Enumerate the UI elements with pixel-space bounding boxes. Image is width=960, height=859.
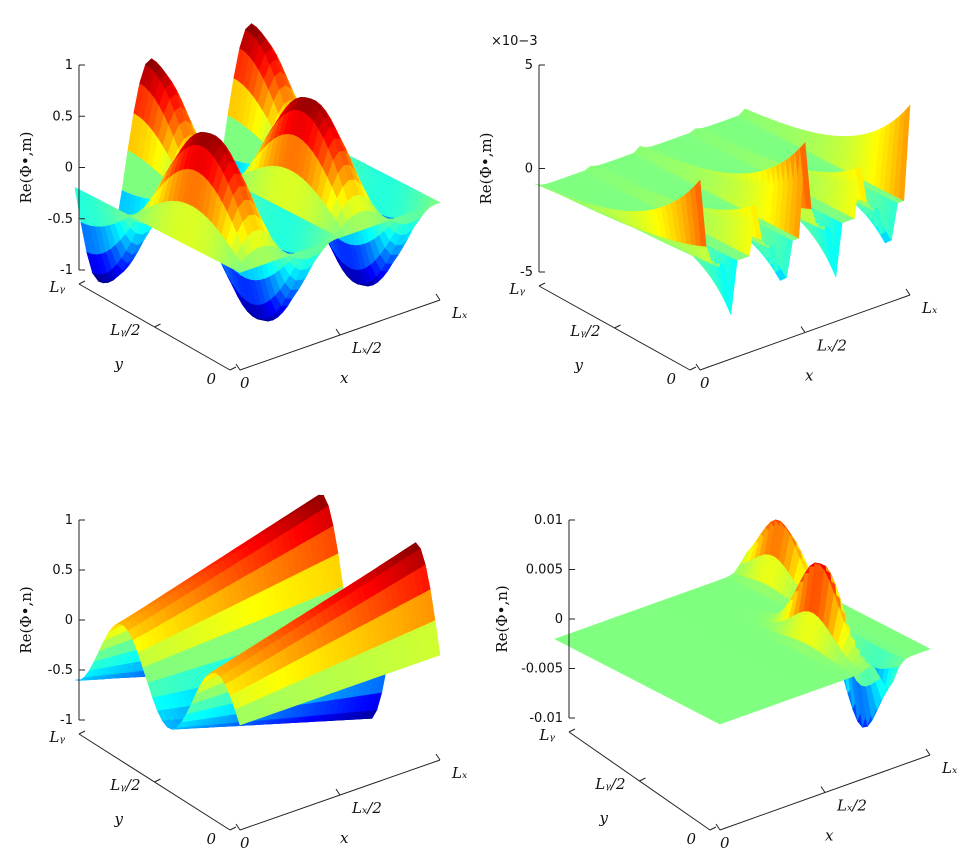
y-axis-label: y	[599, 809, 609, 827]
z-axis-label: Re(Φ•,m)	[477, 132, 495, 204]
z-tick-label: 0	[65, 161, 73, 176]
surface-3	[74, 494, 441, 730]
z-axis-label: Re(Φ•,n)	[17, 586, 35, 653]
z-tick-label: -1	[60, 713, 73, 728]
x-tick-mark	[335, 788, 341, 796]
y-tick-label: 0	[686, 830, 696, 848]
x-tick-mark	[235, 363, 241, 371]
y-tick-mark	[689, 366, 697, 371]
x-axis-label: x	[825, 827, 834, 845]
x-tick-label: Lₓ	[451, 764, 468, 782]
y-axis-label: y	[114, 355, 124, 373]
x-axis-label: x	[805, 367, 814, 385]
y-tick-label: 0	[206, 370, 216, 388]
y-tick-mark	[154, 323, 161, 328]
x-tick-label: 0	[240, 374, 250, 392]
y-tick-label: Lᵧ/2	[569, 322, 600, 340]
x-tick-label: Lₓ	[451, 304, 468, 322]
x-axis-label: x	[340, 369, 349, 387]
y-tick-mark	[229, 366, 237, 371]
y-tick-mark	[568, 728, 576, 733]
y-tick-label: 0	[206, 830, 216, 848]
z-tick-label: -0.01	[529, 711, 563, 726]
x-tick-mark	[925, 748, 931, 756]
chart-panel-3: 1 0.5 0 -0.5 -1 Re(Φ•,n) Lᵧ Lᵧ/2 0 y 0 Lₓ/2 Lₓ x	[17, 494, 468, 852]
y-tick-label: Lᵧ/2	[109, 321, 140, 339]
y-tick-mark	[154, 778, 161, 783]
z-tick-label: 0.5	[52, 109, 73, 124]
z-tick-label: 0	[555, 612, 563, 627]
z-tick-label: -1	[60, 263, 73, 278]
x-tick-label: Lₓ/2	[351, 339, 382, 357]
x-tick-mark	[800, 326, 806, 333]
y-tick-label: Lᵧ	[538, 726, 555, 744]
y-tick-mark	[78, 730, 86, 735]
y-tick-label: Lᵧ	[508, 280, 525, 298]
y-tick-label: Lᵧ	[48, 278, 65, 296]
y-tick-label: 0	[666, 370, 676, 388]
y-tick-mark	[709, 826, 717, 831]
z-tick-label: 5	[525, 58, 533, 73]
x-tick-label: Lₓ/2	[816, 337, 847, 355]
y-tick-mark	[614, 324, 621, 329]
z-exponent-label: ×10−3	[491, 34, 538, 49]
z-tick-label: 0	[525, 162, 533, 177]
x-tick-label: Lₓ	[941, 759, 958, 777]
surface-2	[534, 104, 911, 316]
z-tick-label: 0.5	[52, 563, 73, 578]
x-axis-label: x	[340, 829, 349, 847]
x-tick-label: Lₓ/2	[836, 797, 867, 815]
z-tick-label: -0.5	[48, 663, 73, 678]
z-tick-label: -0.5	[48, 212, 73, 227]
surface-4	[554, 519, 931, 729]
x-tick-label: 0	[700, 374, 710, 392]
x-tick-mark	[715, 823, 721, 831]
z-axis-label: Re(Φ•,n)	[493, 585, 511, 652]
x-tick-mark	[235, 823, 241, 831]
surface-1	[74, 23, 441, 322]
z-tick-label: 0	[65, 613, 73, 628]
chart-panel-2: 5 0 -5 Re(Φ•,m) ×10−3 Lᵧ Lᵧ/2 0 y 0 Lₓ/2 Lₓ x	[477, 34, 938, 392]
z-tick-label: 0.01	[534, 513, 563, 528]
x-tick-mark	[695, 363, 701, 371]
z-axis-label: Re(Φ•,m)	[17, 131, 35, 203]
z-tick-label: 0.005	[526, 563, 563, 578]
y-tick-mark	[78, 280, 86, 285]
z-tick-label: 1	[65, 58, 73, 73]
chart-panel-1: 1 0.5 0 -0.5 -1 Re(Φ•,m) Lᵧ Lᵧ/2 0 y 0 Lₓ/2 Lₓ x	[17, 23, 468, 392]
y-tick-mark	[229, 826, 237, 831]
y-tick-mark	[639, 777, 646, 782]
x-tick-mark	[435, 753, 441, 761]
x-tick-label: 0	[240, 834, 250, 852]
x-tick-mark	[820, 786, 826, 793]
x-tick-mark	[435, 293, 441, 301]
y-axis-label: y	[574, 356, 584, 374]
x-tick-label: Lₓ	[921, 299, 938, 317]
z-tick-label: -5	[520, 265, 533, 280]
z-tick-label: 1	[65, 513, 73, 528]
y-tick-label: Lᵧ/2	[109, 776, 140, 794]
y-tick-mark	[538, 282, 546, 287]
x-tick-mark	[335, 328, 341, 336]
surface-patch	[429, 199, 441, 208]
x-tick-label: 0	[720, 834, 730, 852]
x-tick-mark	[905, 288, 911, 296]
y-axis-label: y	[114, 810, 124, 828]
y-tick-label: Lᵧ	[48, 728, 65, 746]
x-tick-label: Lₓ/2	[351, 799, 382, 817]
z-tick-label: -0.005	[521, 662, 563, 677]
y-tick-label: Lᵧ/2	[594, 775, 625, 793]
chart-panel-4: 0.01 0.005 0 -0.005 -0.01 Re(Φ•,n) Lᵧ Lᵧ/2 0 y 0 Lₓ…	[493, 513, 958, 852]
